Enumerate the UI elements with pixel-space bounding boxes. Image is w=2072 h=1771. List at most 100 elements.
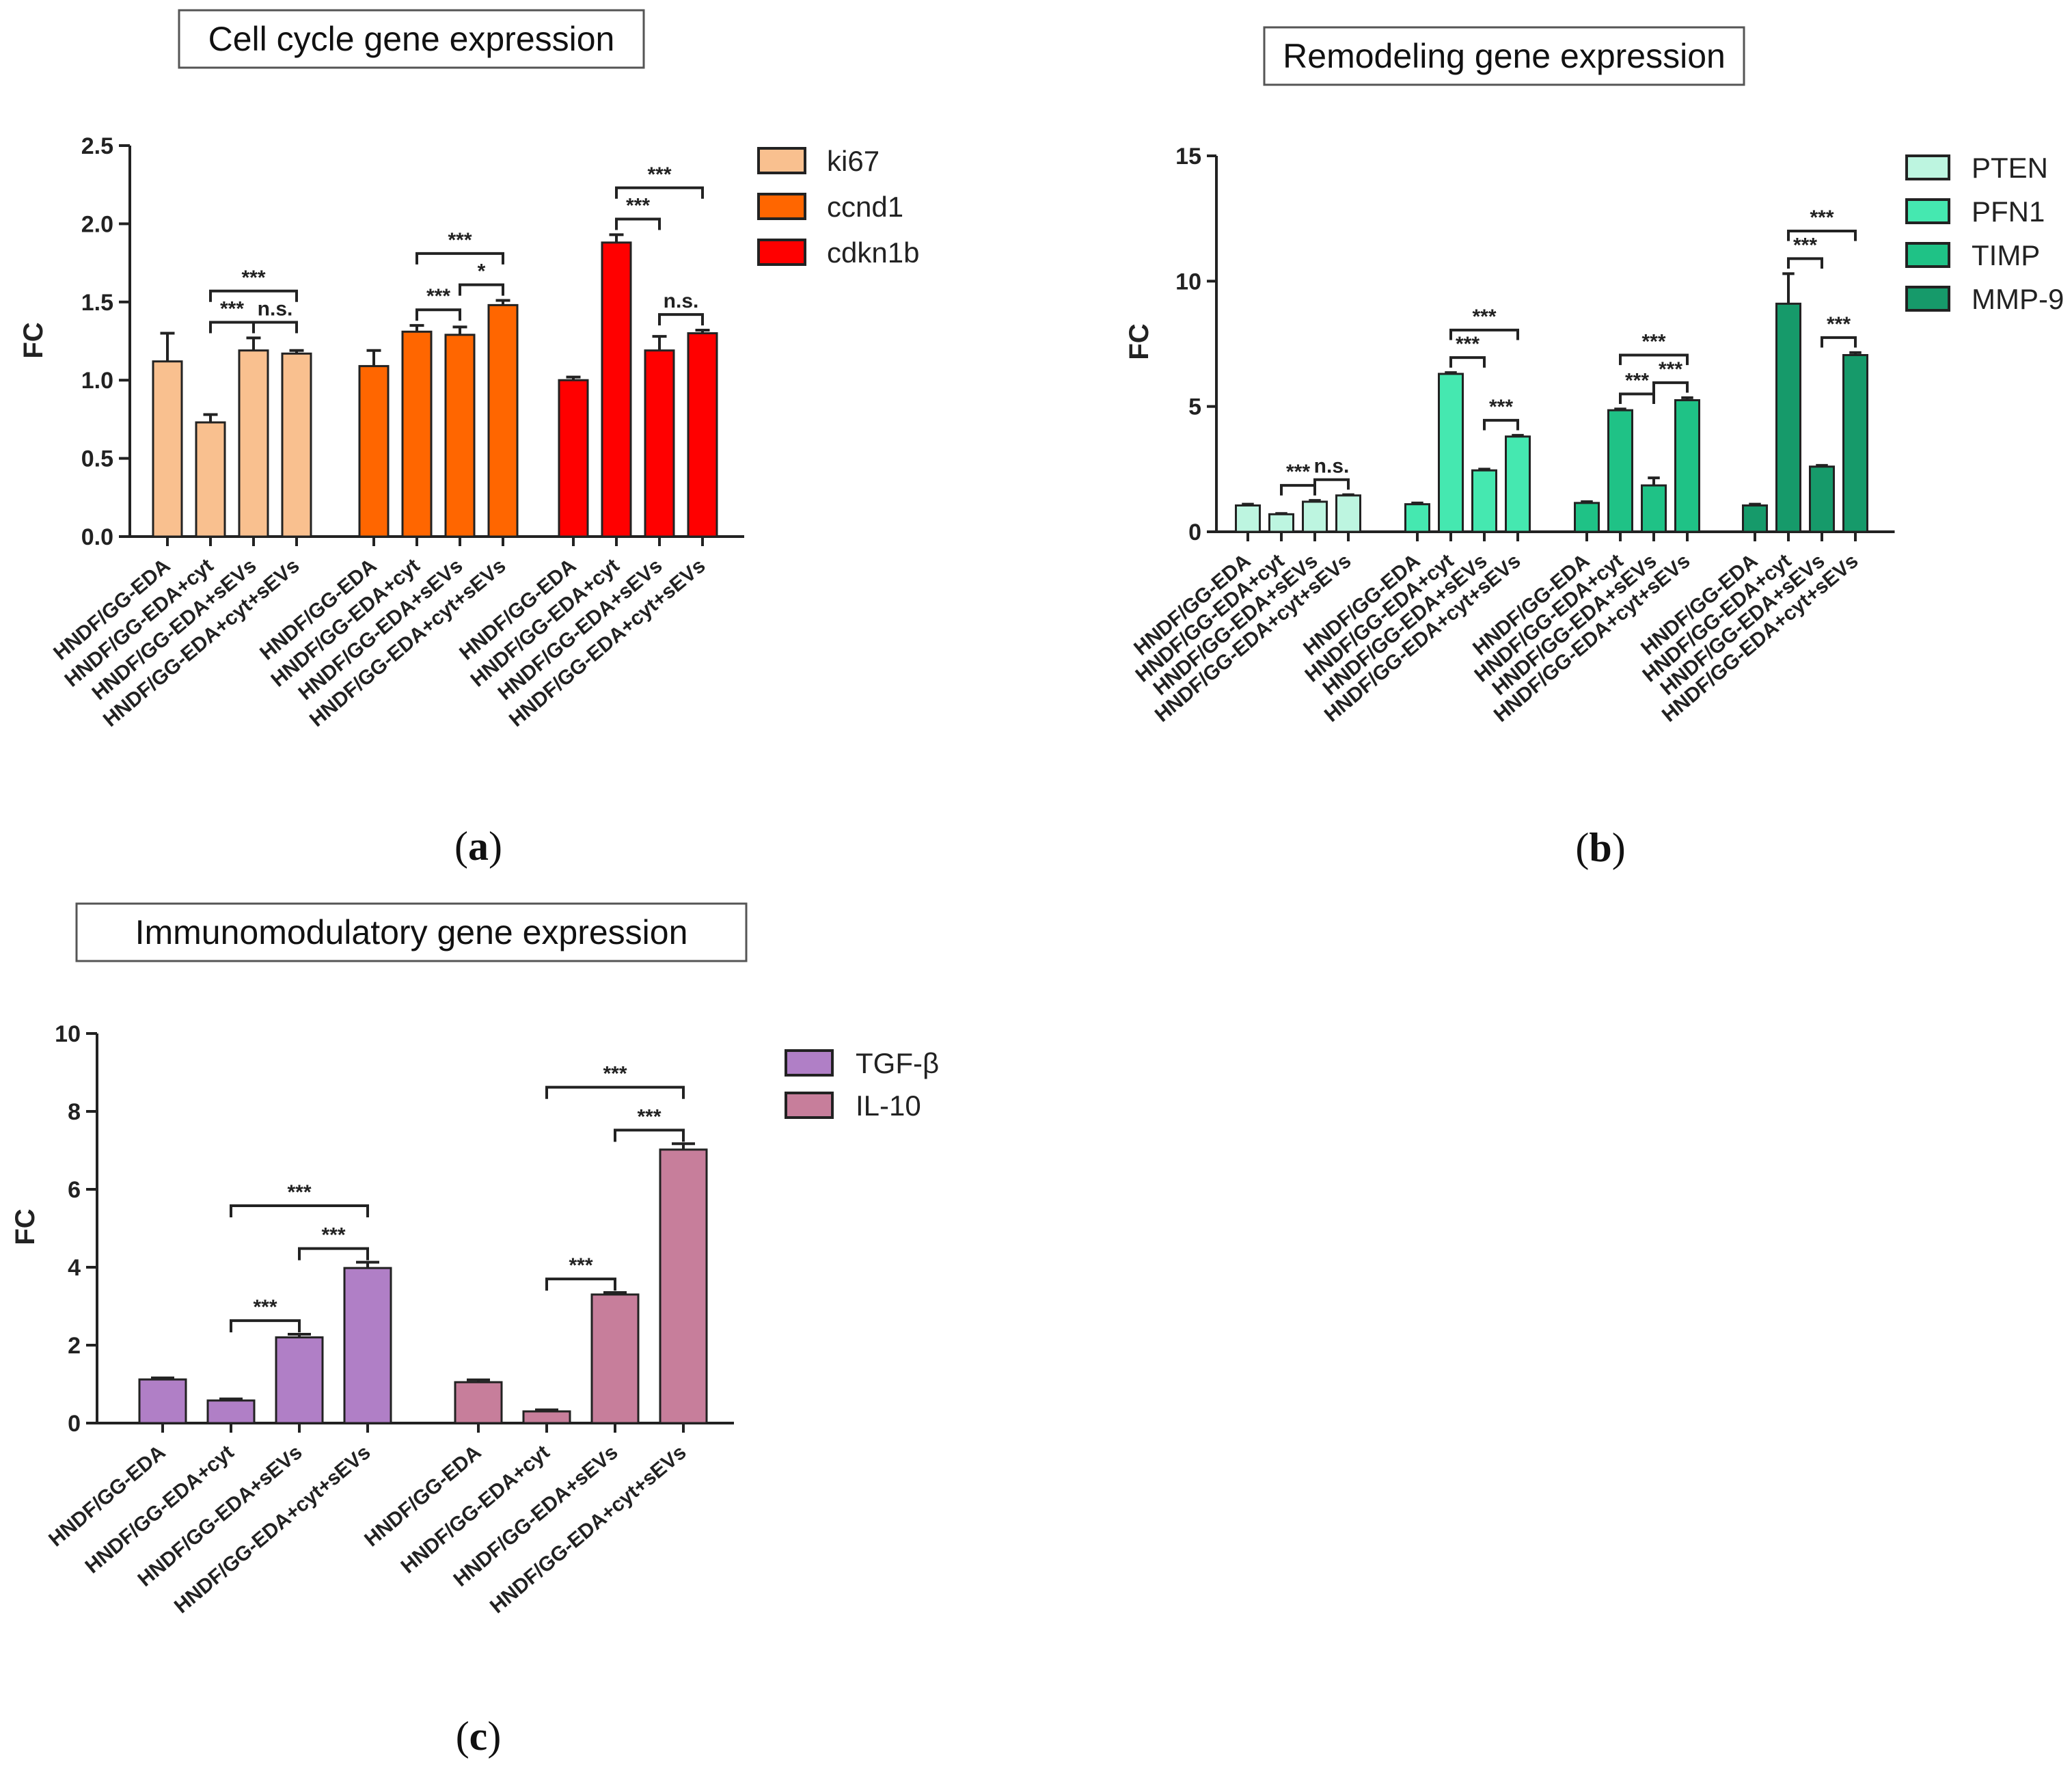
significance-bracket: ***	[1619, 369, 1655, 404]
significance-bracket: ***	[615, 195, 661, 230]
legend-label-TIMP: TIMP	[1972, 239, 2040, 271]
bar-PFN1-2	[1438, 373, 1464, 533]
significance-bracket: ***	[1787, 234, 1823, 269]
chart-title-box	[1263, 26, 1745, 86]
significance-label: n.s.	[1314, 455, 1350, 478]
bracket-line	[658, 313, 704, 326]
significance-bracket: ***	[298, 1224, 369, 1260]
x-category-label: HNDF/GG-EDA	[360, 1441, 485, 1551]
significance-bracket: n.s.	[658, 290, 704, 326]
significance-bracket: ***	[1483, 396, 1519, 431]
bar-ccnd1-2	[401, 330, 433, 538]
y-tick-label: 1.5	[81, 290, 113, 316]
significance-bracket: ***	[230, 1181, 369, 1218]
y-tick-label: 10	[1175, 269, 1201, 295]
legend-swatch-ki67	[757, 147, 806, 174]
bracket-line	[1313, 478, 1350, 490]
significance-label: ***	[1827, 313, 1851, 336]
legend-swatch-TIMP	[1905, 242, 1950, 268]
significance-label: n.s.	[664, 290, 699, 312]
significance-label: ***	[321, 1224, 345, 1247]
y-tick-label: 1.0	[81, 368, 113, 394]
bracket-line	[1619, 353, 1689, 366]
significance-label: ***	[1641, 331, 1665, 353]
significance-bracket: ***	[1652, 358, 1689, 393]
chart-panel-b: Remodeling gene expression051015FCHNDF/G…	[1124, 26, 2064, 870]
bracket-line	[615, 217, 661, 230]
chart-title: Remodeling gene expression	[1283, 37, 1726, 75]
chart-title-box	[178, 9, 645, 69]
bar-cdkn1b-4	[687, 332, 718, 538]
bracket-line	[1483, 418, 1519, 431]
bar-PTEN-2	[1268, 513, 1294, 533]
bar-TGF-β-2	[206, 1399, 256, 1424]
legend-swatch-ccnd1	[757, 193, 806, 220]
significance-label: ***	[220, 298, 244, 321]
y-axis-label: FC	[18, 322, 49, 358]
significance-label: *	[478, 260, 486, 283]
bar-ki67-2	[195, 421, 226, 538]
legend-label-IL-10: IL-10	[856, 1090, 921, 1122]
chart-panel-a: Cell cycle gene expression 0.0 0.5 1.0 1.5 2.…	[18, 9, 919, 869]
significance-label: ***	[647, 163, 671, 186]
bracket-line	[298, 1247, 369, 1260]
significance-label: ***	[603, 1063, 627, 1085]
legend-label-ccnd1: ccnd1	[827, 191, 903, 223]
bar-ccnd1-1	[358, 365, 390, 538]
bar-TIMP-4	[1674, 399, 1700, 533]
significance-bracket: ***	[1449, 306, 1519, 340]
significance-label: ***	[1286, 461, 1310, 483]
significance-label: ***	[569, 1254, 592, 1277]
significance-bracket: ***	[230, 1296, 301, 1333]
legend-swatch-IL-10	[785, 1092, 834, 1119]
significance-bracket: ***	[209, 267, 298, 302]
bracket-line	[1449, 356, 1486, 368]
y-tick-label: 15	[1175, 144, 1201, 170]
bar-TGF-β-3	[275, 1336, 324, 1424]
y-axis-label: FC	[10, 1208, 40, 1245]
bar-IL-10-2	[522, 1410, 571, 1424]
y-tick-label: 4	[68, 1255, 81, 1281]
bracket-line	[615, 186, 704, 199]
significance-bracket: ***	[1619, 331, 1689, 366]
bar-MMP-9-4	[1842, 354, 1868, 533]
significance-label: ***	[1810, 206, 1834, 229]
significance-label: ***	[1659, 358, 1682, 381]
bar-ccnd1-3	[444, 334, 476, 538]
bar-MMP-9-3	[1809, 465, 1835, 533]
bar-cdkn1b-3	[644, 349, 675, 538]
bar-PTEN-4	[1335, 494, 1361, 533]
panel-letter: (a)	[454, 824, 502, 869]
significance-bracket: ***	[415, 285, 461, 321]
bracket-line	[230, 1204, 369, 1218]
legend-swatch-TGF-β	[785, 1049, 834, 1077]
y-tick-label: 6	[68, 1177, 81, 1203]
significance-bracket: ***	[545, 1254, 616, 1291]
legend-label-ki67: ki67	[827, 145, 880, 177]
bar-TIMP-1	[1574, 502, 1600, 533]
significance-label: ***	[626, 195, 650, 217]
bar-PFN1-3	[1471, 469, 1497, 533]
bracket-line	[1787, 257, 1823, 269]
panel-letter: (b)	[1575, 825, 1625, 870]
x-category-label: HNDF/GG-EDA	[44, 1441, 169, 1551]
y-tick-label: 0	[1188, 519, 1201, 545]
bar-IL-10-3	[590, 1293, 640, 1424]
legend-label-PTEN: PTEN	[1972, 152, 2048, 184]
legend-swatch-cdkn1b	[757, 239, 806, 266]
chart-title: Immunomodulatory gene expression	[135, 913, 688, 951]
bracket-line	[252, 321, 298, 334]
significance-label: ***	[1793, 234, 1817, 256]
significance-label: ***	[1625, 369, 1649, 392]
chart-title-box	[75, 902, 748, 962]
significance-bracket: ***	[1821, 313, 1857, 348]
y-tick-label: 0.5	[81, 446, 113, 472]
legend-label-MMP-9: MMP-9	[1972, 283, 2064, 315]
significance-label: ***	[253, 1296, 277, 1319]
bar-ki67-1	[152, 360, 183, 538]
bar-TIMP-3	[1641, 484, 1667, 533]
panel-letter: (c)	[456, 1714, 502, 1759]
bracket-line	[1449, 328, 1519, 340]
bracket-line	[1652, 381, 1689, 393]
